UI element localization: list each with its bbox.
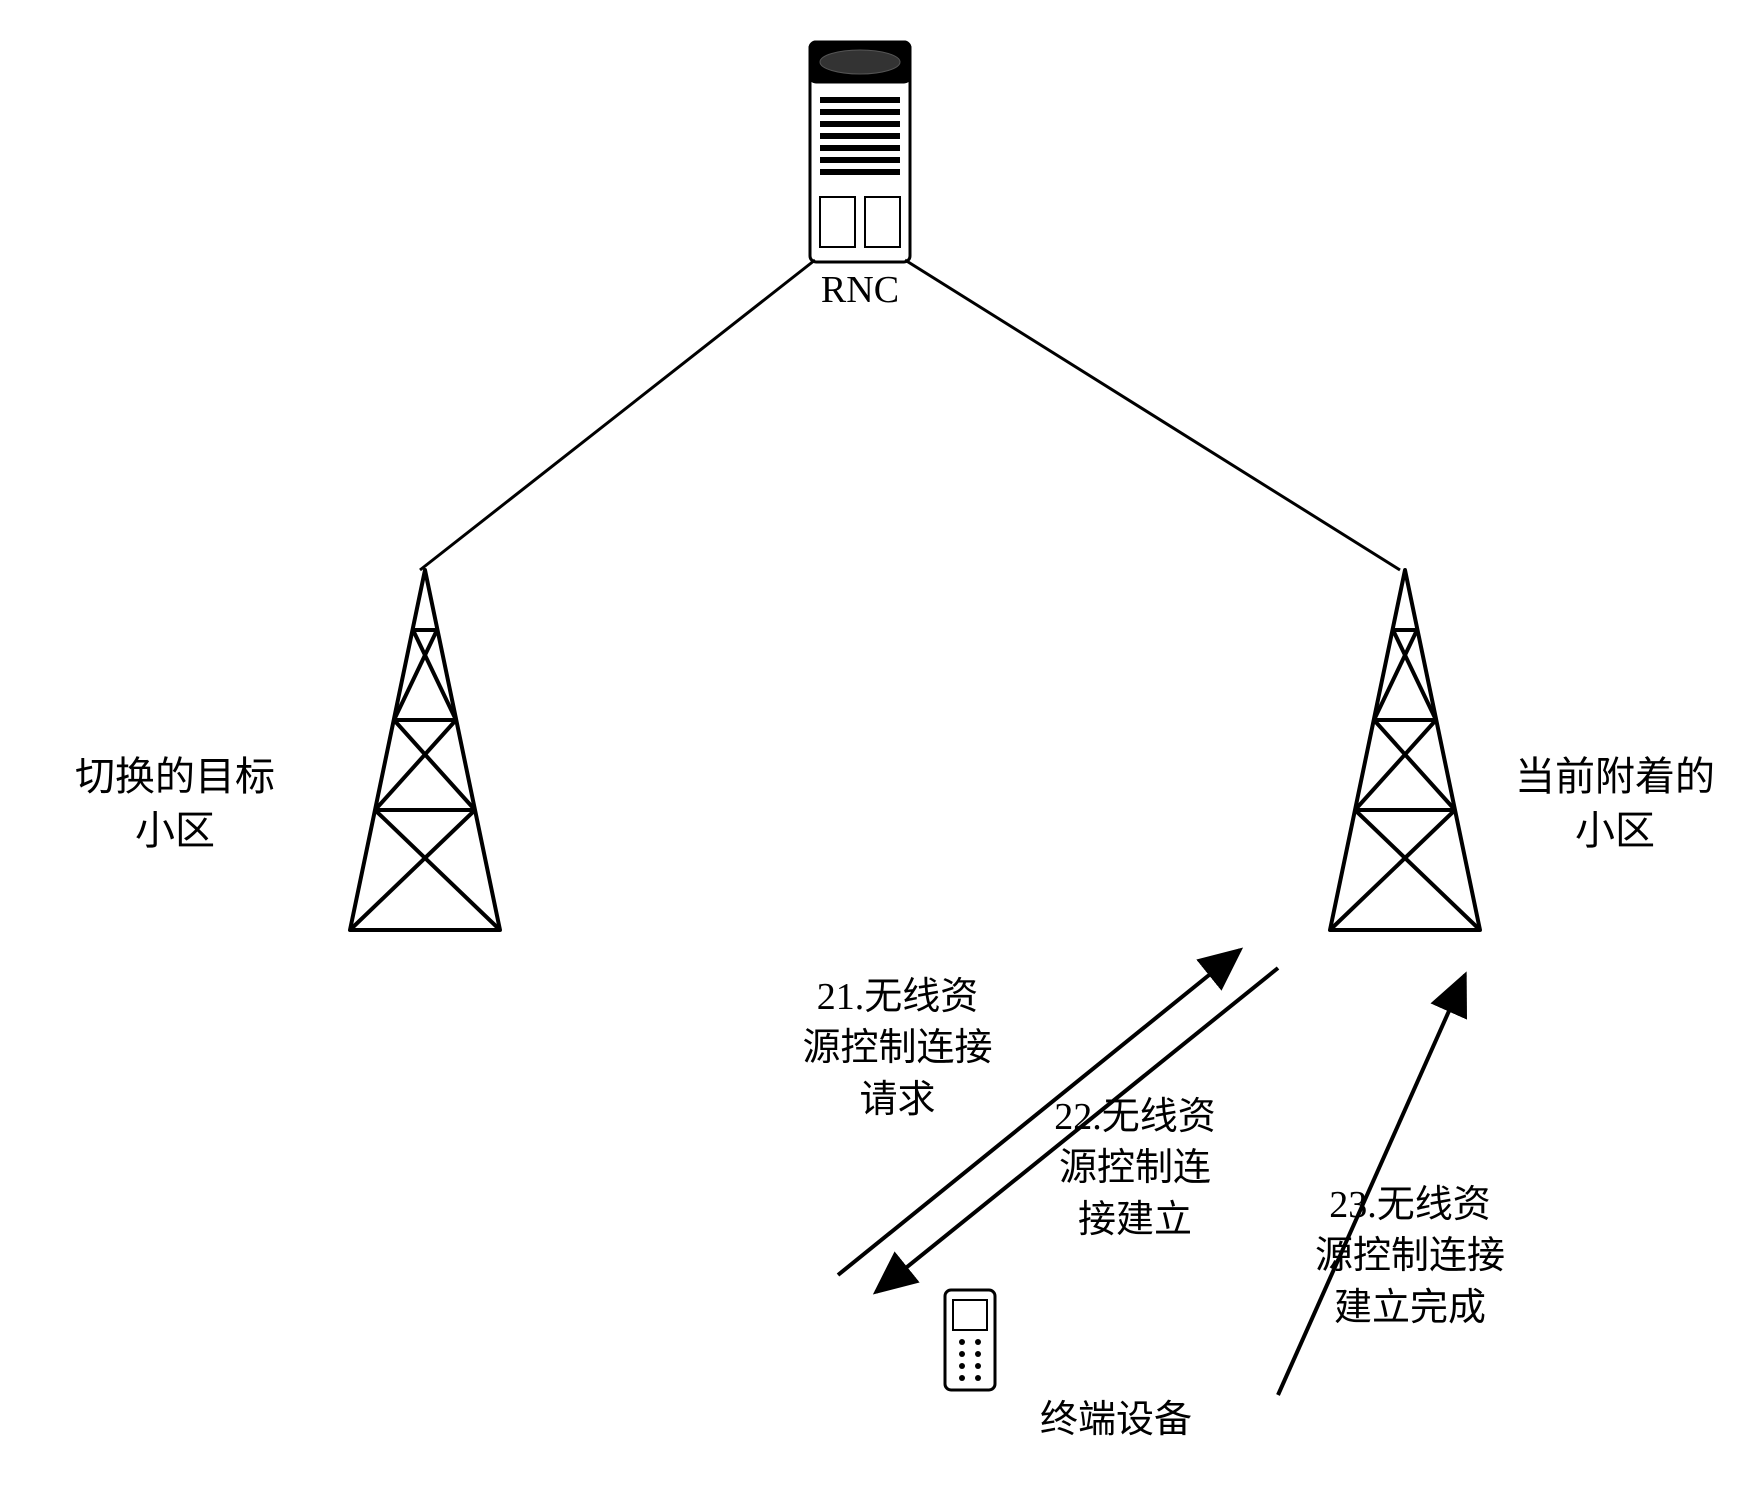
msg22-l3: 接建立: [1078, 1199, 1192, 1241]
current-cell-line2: 小区: [1575, 808, 1655, 853]
msg21-label: 21.无线资 源控制连接 请求: [770, 972, 1025, 1126]
msg22-num: 22.: [1054, 1096, 1102, 1138]
msg23-l3: 建立完成: [1334, 1287, 1486, 1329]
rnc-label: RNC: [810, 265, 910, 316]
target-cell-label: 切换的目标 小区: [60, 750, 290, 858]
current-tower-icon: [1330, 570, 1480, 930]
msg23-label: 23.无线资 源控制连接 建立完成: [1280, 1180, 1540, 1334]
terminal-device-icon: [945, 1290, 995, 1390]
msg23-num: 23.: [1329, 1184, 1377, 1226]
terminal-label: 终端设备: [1040, 1395, 1240, 1446]
msg22-l2: 源控制连: [1059, 1147, 1211, 1189]
target-tower-icon: [350, 570, 500, 930]
link-rnc-target: [420, 260, 815, 570]
current-cell-label: 当前附着的 小区: [1500, 750, 1730, 858]
msg22-l1: 无线资: [1102, 1096, 1216, 1138]
rnc-text: RNC: [821, 269, 899, 311]
msg21-l3: 请求: [859, 1079, 935, 1121]
msg21-l1: 无线资: [864, 976, 978, 1018]
target-cell-line1: 切换的目标: [75, 754, 275, 799]
rnc-server-icon: [810, 42, 910, 262]
msg23-l2: 源控制连接: [1315, 1235, 1505, 1277]
target-cell-line2: 小区: [135, 808, 215, 853]
terminal-text: 终端设备: [1040, 1399, 1192, 1441]
current-cell-line1: 当前附着的: [1515, 754, 1715, 799]
msg23-l1: 无线资: [1377, 1184, 1491, 1226]
msg22-label: 22.无线资 源控制连 接建立: [1015, 1092, 1255, 1246]
msg21-num: 21.: [817, 976, 865, 1018]
link-rnc-current: [905, 260, 1400, 570]
msg21-l2: 源控制连接: [802, 1027, 992, 1069]
